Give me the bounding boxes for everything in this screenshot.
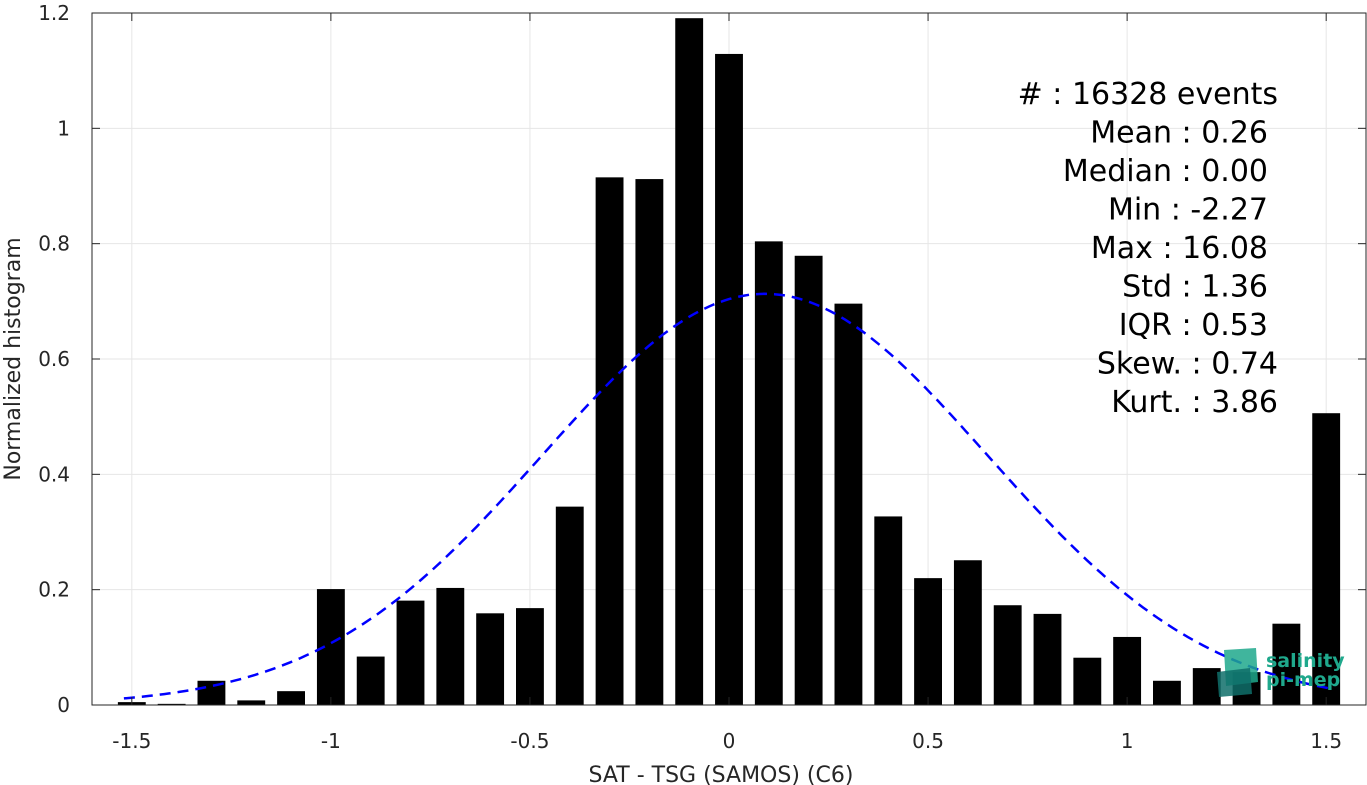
stat-line: Max : 16.08 (1091, 231, 1268, 266)
logo-text-salinity: salinity (1266, 650, 1345, 672)
histogram-bar (953, 560, 982, 705)
logo-text-pimep: pi-mep (1266, 669, 1340, 691)
histogram-bar (993, 605, 1022, 705)
histogram-bar (794, 255, 823, 705)
histogram-bar (1312, 413, 1341, 705)
histogram-bar (595, 177, 624, 706)
x-tick-labels: -1.5 -1 -0.5 0 0.5 1 1.5 (112, 729, 1342, 753)
x-tick-label: -0.5 (510, 729, 549, 753)
histogram-bar (1073, 657, 1102, 705)
histogram-bar (396, 600, 425, 705)
stat-line: IQR : 0.53 (1119, 308, 1268, 343)
y-tick-label: 0.4 (38, 462, 70, 486)
stat-line: Mean : 0.26 (1090, 116, 1268, 151)
histogram-bar (436, 587, 465, 705)
histogram-bar (834, 303, 863, 705)
tick-marks (92, 12, 1366, 706)
histogram-bar (516, 608, 544, 705)
histogram-bar (1113, 636, 1142, 705)
histogram-bar (1272, 623, 1301, 705)
x-tick-label: 0 (723, 729, 736, 753)
y-tick-label: 0.6 (38, 347, 70, 371)
y-axis-label: Normalized histogram (1, 237, 26, 480)
histogram-bar (715, 53, 743, 705)
stat-line: # : 16328 events (1018, 77, 1278, 112)
histogram-bar (1033, 613, 1062, 705)
x-tick-label: 1.5 (1310, 729, 1342, 753)
y-tick-label: 0.8 (38, 232, 70, 256)
x-tick-label: 0.5 (912, 729, 944, 753)
logo-shape-front (1217, 668, 1252, 697)
y-tick-label: 1 (57, 116, 70, 140)
histogram-bar (754, 241, 783, 706)
histogram-bar (157, 703, 186, 705)
stat-line: Median : 0.00 (1063, 154, 1268, 189)
histogram-bars (117, 18, 1341, 706)
histogram-bar (914, 578, 942, 705)
x-tick-label: -1.5 (112, 729, 151, 753)
x-axis-label: SAT - TSG (SAMOS) (C6) (589, 763, 854, 785)
histogram-bar (476, 613, 505, 705)
histogram-bar (555, 506, 584, 705)
stat-line: Min : -2.27 (1108, 193, 1268, 228)
gaussian-fit-curve (123, 292, 1335, 700)
histogram-bar (1192, 668, 1221, 705)
y-tick-label: 0 (57, 693, 70, 717)
y-tick-label: 1.2 (38, 1, 70, 25)
histogram-bar (635, 179, 664, 705)
x-tick-label: 1 (1121, 729, 1134, 753)
y-tick-labels: 0 0.2 0.4 0.6 0.8 1 1.2 (38, 1, 70, 717)
stat-line: Skew. : 0.74 (1097, 347, 1278, 382)
y-tick-label: 0.2 (38, 578, 70, 602)
stat-line: Kurt. : 3.86 (1111, 385, 1278, 420)
histogram-bar (356, 656, 385, 705)
x-tick-label: -1 (321, 729, 341, 753)
histogram-bar (1153, 680, 1181, 705)
stat-line: Std : 1.36 (1122, 270, 1268, 305)
salinity-pimep-logo: salinity pi-mep (1217, 648, 1345, 697)
histogram-bar (237, 700, 266, 705)
histogram-bar (675, 18, 704, 705)
histogram-bar (874, 516, 903, 705)
histogram-bar (277, 691, 305, 705)
